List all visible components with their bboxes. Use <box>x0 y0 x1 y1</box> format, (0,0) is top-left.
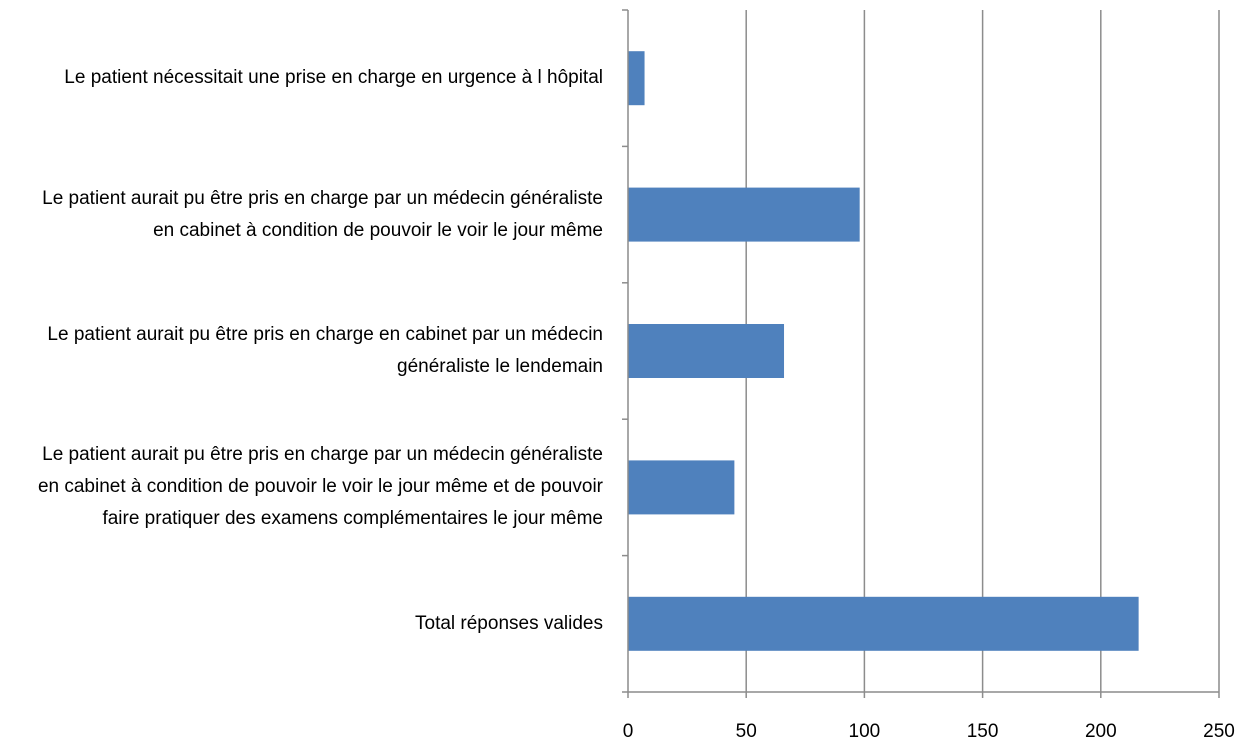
y-tick-label: Le patient aurait pu être pris en charge… <box>47 324 603 377</box>
y-tick-label: Le patient nécessitait une prise en char… <box>64 67 603 89</box>
bar <box>628 324 785 378</box>
x-tick-label: 150 <box>967 721 999 742</box>
x-tick-label: 100 <box>849 721 881 742</box>
x-tick-label: 0 <box>623 721 634 742</box>
bar <box>628 596 1139 651</box>
bar <box>628 460 735 515</box>
y-tick-label: Le patient aurait pu être pris en charge… <box>42 187 603 241</box>
x-tick-label: 50 <box>736 721 757 742</box>
bar <box>628 187 860 242</box>
bar <box>628 51 645 106</box>
x-tick-label: 250 <box>1203 721 1235 742</box>
y-tick-label: Total réponses valides <box>415 612 603 634</box>
y-tick-label: Le patient aurait pu être pris en charge… <box>37 444 603 530</box>
x-tick-label: 200 <box>1085 721 1117 742</box>
